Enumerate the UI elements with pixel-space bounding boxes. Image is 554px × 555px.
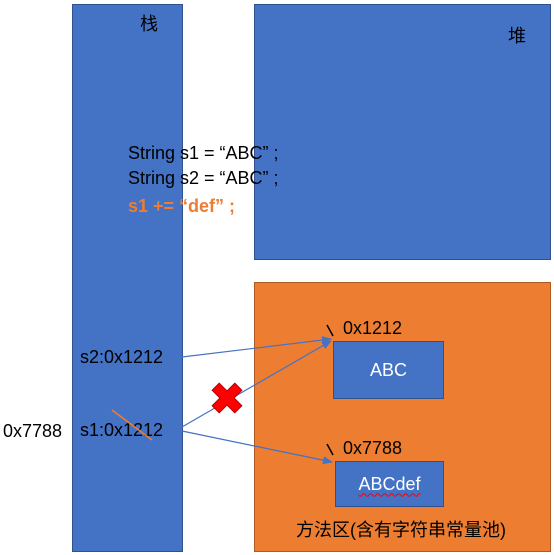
code-line-3: s1 += “def” ;: [128, 196, 236, 216]
object-box-1: ABC: [333, 341, 444, 399]
heap-label: 堆: [508, 26, 526, 46]
object-address-1: 0x1212: [343, 318, 403, 338]
stack-var-s1-new-address: 0x7788: [3, 421, 63, 441]
object-box-2: ABCdef: [335, 461, 444, 507]
stack-region: [72, 4, 183, 552]
code-line-1: String s1 = “ABC” ;: [128, 143, 279, 163]
object-address-2: 0x7788: [343, 438, 403, 458]
method-area-region: [254, 282, 551, 552]
broken-reference-cross-icon: [211, 382, 243, 414]
object-value-2: ABCdef: [358, 473, 421, 494]
heap-region: [254, 4, 551, 260]
method-area-label: 方法区(含有字符串常量池): [296, 520, 506, 540]
object-value-1: ABC: [369, 359, 407, 380]
stack-label: 栈: [140, 14, 158, 34]
stack-var-s2: s2:0x1212: [80, 347, 164, 367]
stack-var-s1: s1:0x1212: [80, 420, 164, 440]
code-line-2: String s2 = “ABC” ;: [128, 168, 279, 188]
